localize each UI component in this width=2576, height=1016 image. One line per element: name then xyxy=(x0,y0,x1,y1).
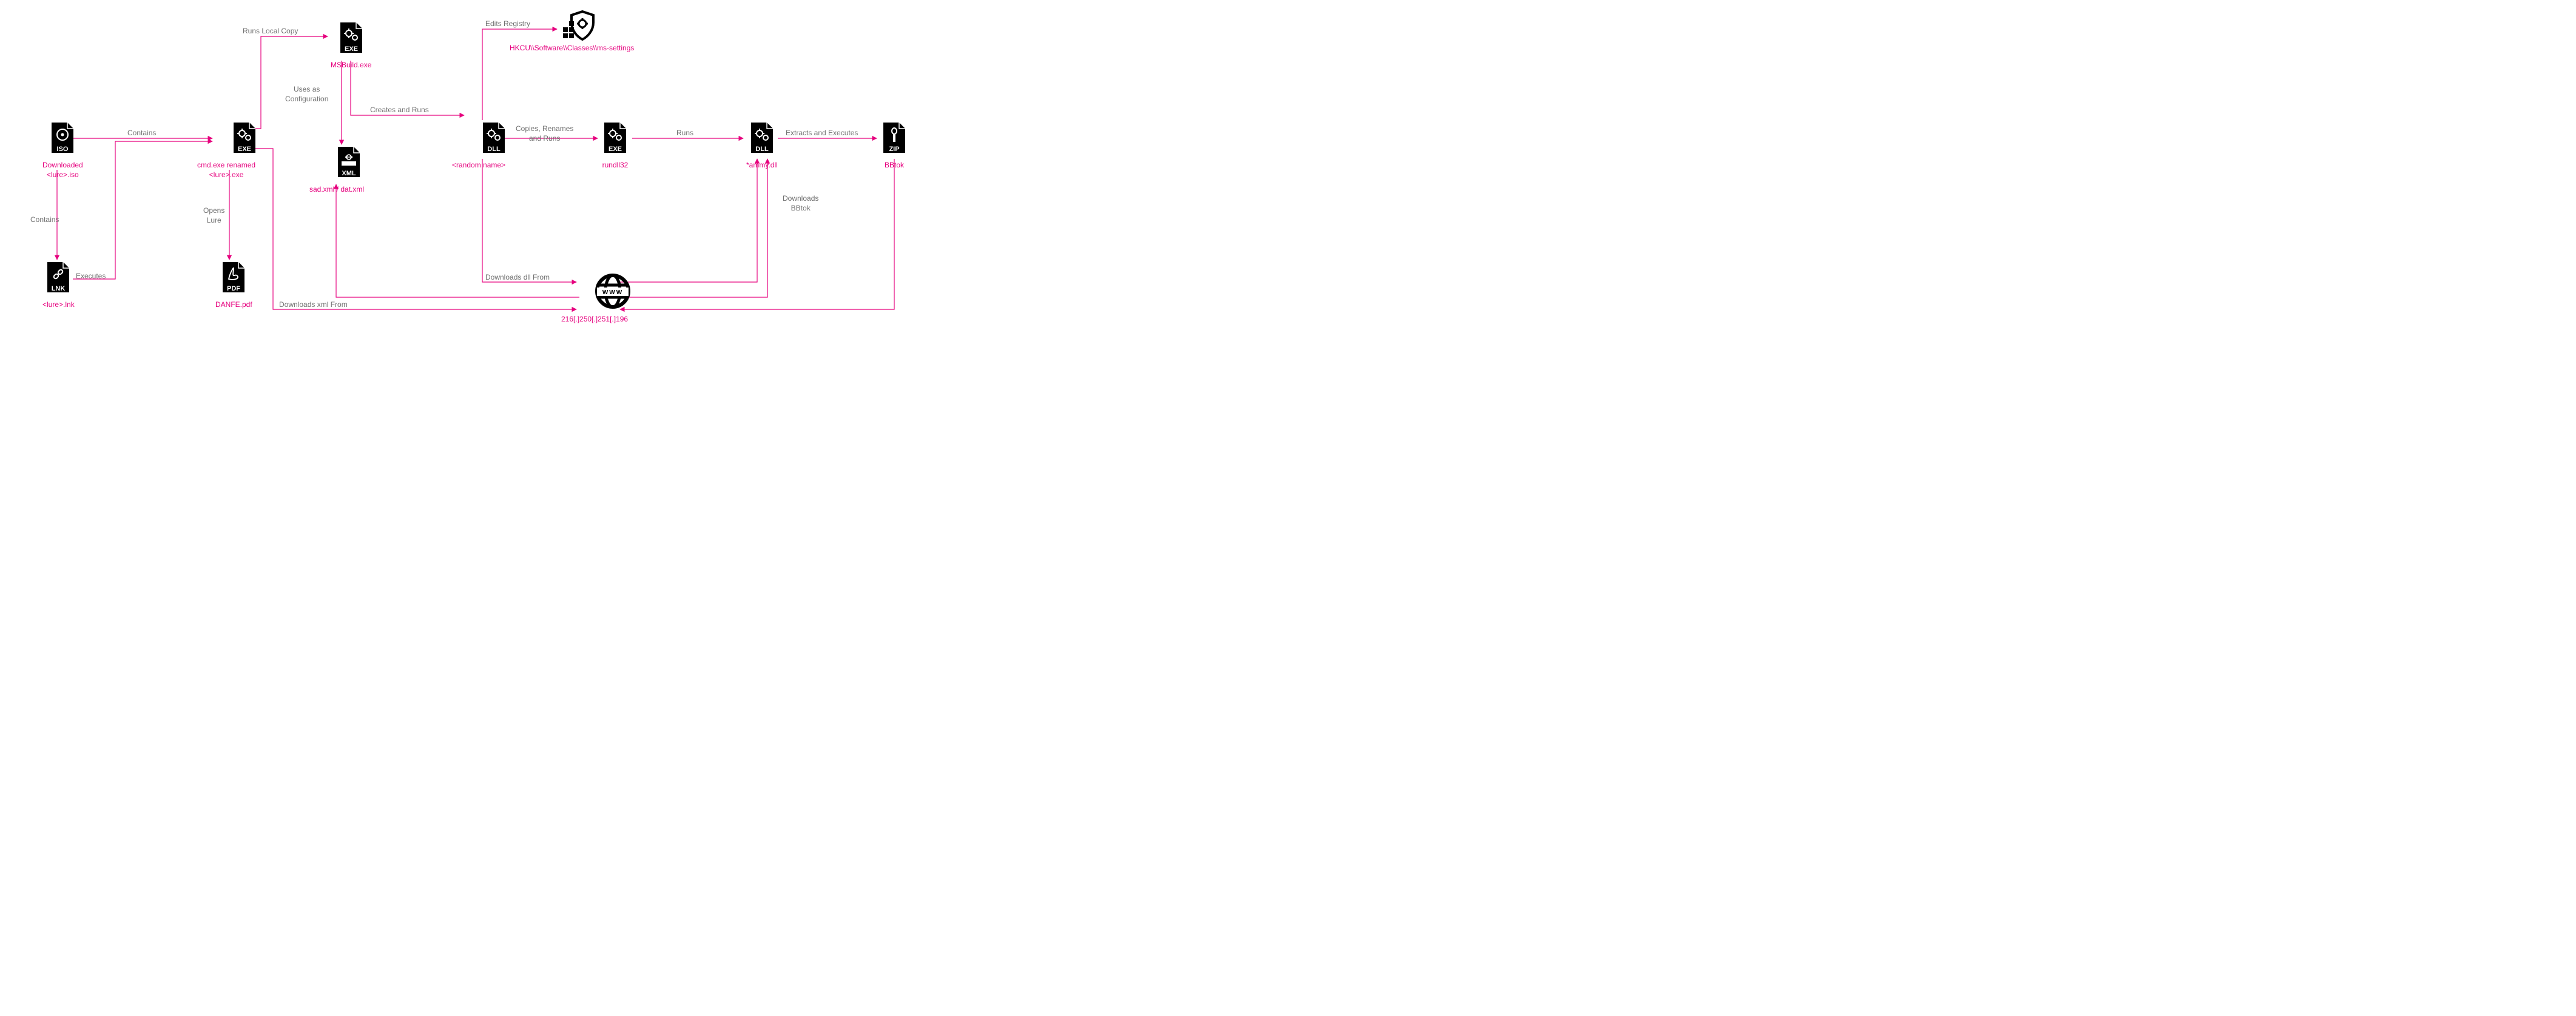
edge-label-runs-local-copy: Runs Local Copy xyxy=(243,27,298,36)
zip-icon xyxy=(880,121,909,158)
node-msbuild: MSBuild.exe xyxy=(331,21,371,70)
edge-label-contains-2: Contains xyxy=(30,215,59,225)
shield-icon xyxy=(558,9,596,45)
node-lnk: <lure>.lnk xyxy=(42,261,75,310)
node-xml-label: sad.xml / dat.xml xyxy=(309,185,364,195)
diagram-canvas: ISO LNK EXE xyxy=(0,0,922,364)
edge-label-executes: Executes xyxy=(76,272,106,281)
dll-icon xyxy=(479,121,508,158)
node-dll-random: <random name> xyxy=(467,121,521,170)
edge-label-edits-registry: Edits Registry xyxy=(485,19,530,29)
xml-icon xyxy=(334,146,363,183)
edge-label-downloads-bbtok: DownloadsBBtok xyxy=(783,194,818,213)
node-ammy-label: *ammy.dll xyxy=(746,161,778,170)
registry-path-label: HKCU\\Software\\Classes\\ms-settings xyxy=(510,44,634,53)
exe-icon xyxy=(337,21,366,58)
node-ammy: *ammy.dll xyxy=(746,121,778,170)
edge-label-uses-config: Uses asConfiguration xyxy=(285,85,328,104)
node-iso-label: Downloaded<lure>.iso xyxy=(42,161,83,180)
node-pdf-label: DANFE.pdf xyxy=(215,300,252,310)
edge-label-creates-runs: Creates and Runs xyxy=(370,106,429,115)
dll-icon xyxy=(747,121,777,158)
node-www-label: 216[.]250[.]251[.]196 xyxy=(561,315,628,325)
lnk-icon xyxy=(44,261,73,298)
edge-label-downloads-dll: Downloads dll From xyxy=(485,273,550,283)
node-msbuild-label: MSBuild.exe xyxy=(331,61,371,70)
node-www: 216[.]250[.]251[.]196 xyxy=(579,273,646,325)
node-pdf: DANFE.pdf xyxy=(215,261,252,310)
edges-layer xyxy=(0,0,922,364)
edge-label-opens-lure: OpensLure xyxy=(203,206,224,225)
node-shield xyxy=(558,9,596,45)
node-rundll: rundll32 xyxy=(601,121,630,170)
node-zip-label: BBtok xyxy=(880,161,909,170)
edge-label-downloads-xml: Downloads xml From xyxy=(279,300,348,310)
node-exe-lure-label: cmd.exe renamed<lure>.exe xyxy=(197,161,255,180)
edge-label-extracts-executes: Extracts and Executes xyxy=(786,129,858,138)
pdf-icon xyxy=(219,261,248,298)
iso-icon xyxy=(48,121,77,158)
exe-icon xyxy=(230,121,259,158)
exe-icon xyxy=(601,121,630,158)
node-lnk-label: <lure>.lnk xyxy=(42,300,75,310)
node-exe-lure: cmd.exe renamed<lure>.exe xyxy=(215,121,274,180)
node-rundll-label: rundll32 xyxy=(601,161,630,170)
node-dll-random-label: <random name> xyxy=(452,161,505,170)
node-xml: sad.xml / dat.xml xyxy=(322,146,376,195)
edge-label-copies-renames: Copies, Renamesand Runs xyxy=(516,124,573,143)
node-zip: BBtok xyxy=(880,121,909,170)
edge-label-runs: Runs xyxy=(676,129,693,138)
www-icon xyxy=(595,273,631,312)
edge-label-contains-1: Contains xyxy=(127,129,156,138)
node-iso: Downloaded<lure>.iso xyxy=(42,121,83,180)
